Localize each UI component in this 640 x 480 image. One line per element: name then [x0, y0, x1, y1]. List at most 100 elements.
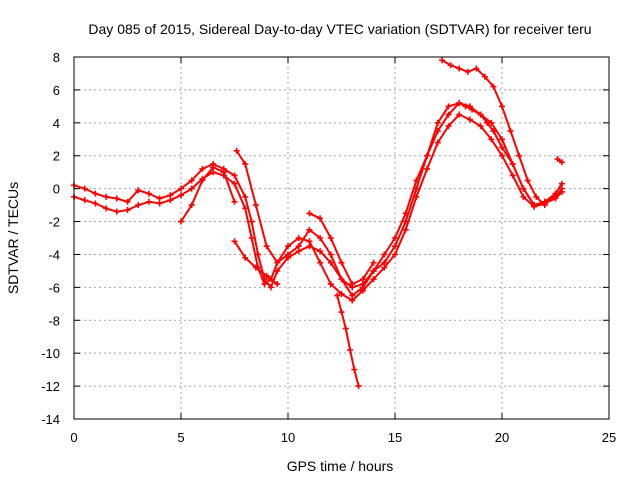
data-point	[145, 198, 152, 205]
data-point	[516, 152, 523, 159]
y-tick-label: 8	[53, 50, 60, 65]
data-point	[231, 172, 238, 179]
data-point	[424, 152, 431, 159]
data-point	[285, 243, 291, 250]
data-point	[490, 83, 497, 90]
data-point	[473, 65, 480, 72]
data-point	[552, 193, 559, 200]
data-point	[499, 103, 505, 110]
data-point	[338, 259, 345, 266]
data-point	[381, 259, 388, 266]
data-point	[167, 197, 174, 204]
series-track-e	[334, 292, 362, 390]
data-point	[274, 281, 281, 288]
data-point	[509, 172, 516, 179]
series-track-i	[554, 156, 565, 166]
data-point	[338, 309, 345, 316]
data-series	[71, 57, 565, 390]
data-point	[188, 185, 195, 192]
data-point	[456, 111, 463, 118]
x-tick-label: 10	[281, 430, 295, 445]
y-tick-label: -8	[48, 313, 60, 328]
data-point	[242, 205, 249, 212]
data-point	[541, 202, 548, 209]
data-point	[156, 200, 163, 207]
data-point	[370, 276, 377, 283]
data-point	[81, 185, 88, 192]
y-axis-label: SDTVAR / TECUs	[5, 182, 21, 294]
data-point	[252, 202, 259, 209]
data-point	[327, 251, 334, 258]
data-point	[370, 259, 377, 266]
data-point	[359, 287, 366, 294]
data-point	[295, 243, 302, 250]
y-tick-label: 4	[53, 116, 60, 131]
series-line	[73, 113, 563, 302]
data-point	[392, 251, 398, 258]
series-line	[180, 166, 236, 223]
x-tick-label: 5	[177, 430, 184, 445]
data-point	[381, 251, 388, 258]
series-line	[235, 102, 563, 289]
data-point	[317, 248, 324, 255]
data-point	[531, 202, 538, 209]
data-point	[242, 160, 249, 167]
data-point	[445, 123, 452, 130]
data-point	[392, 243, 398, 250]
data-point	[263, 272, 270, 279]
data-point	[295, 235, 302, 241]
data-point	[462, 103, 469, 110]
data-point	[306, 238, 313, 245]
data-point	[306, 210, 313, 217]
data-point	[231, 180, 238, 187]
data-point	[274, 267, 281, 274]
data-point	[135, 187, 142, 194]
y-tick-label: -12	[41, 379, 60, 394]
data-point	[445, 111, 452, 118]
data-point	[285, 251, 291, 258]
data-point	[188, 177, 195, 184]
data-point	[434, 119, 441, 126]
data-point	[445, 103, 452, 110]
data-point	[392, 235, 398, 241]
data-point	[351, 366, 358, 373]
data-point	[533, 193, 540, 200]
data-point	[456, 100, 463, 107]
series-track-b	[71, 111, 565, 304]
data-point	[349, 297, 356, 304]
data-point	[248, 235, 255, 241]
data-point	[484, 119, 491, 126]
data-point	[520, 185, 527, 192]
data-point	[507, 128, 514, 135]
data-point	[499, 144, 505, 151]
data-point	[252, 264, 259, 271]
data-point	[317, 215, 324, 222]
data-point	[481, 73, 488, 80]
y-tick-label: 6	[53, 83, 60, 98]
data-point	[413, 185, 420, 192]
x-tick-label: 25	[602, 430, 616, 445]
data-point	[424, 165, 431, 172]
data-point	[113, 208, 120, 215]
data-point	[488, 136, 495, 143]
data-point	[306, 226, 313, 233]
data-point	[499, 152, 505, 159]
data-point	[359, 276, 366, 283]
data-point	[558, 185, 565, 192]
data-point	[342, 325, 349, 332]
data-point	[447, 62, 454, 69]
data-point	[317, 259, 324, 266]
plot-frame	[73, 56, 610, 420]
y-tick-label: -14	[41, 412, 60, 427]
series-line	[336, 294, 360, 388]
axis-ticks	[73, 56, 610, 420]
data-point	[370, 267, 377, 274]
chart-title: Day 085 of 2015, Sidereal Day-to-day VTE…	[88, 21, 591, 37]
data-point	[135, 202, 142, 209]
data-point	[231, 198, 238, 205]
data-point	[81, 197, 88, 204]
data-point	[327, 259, 334, 266]
data-point	[499, 136, 505, 143]
data-point	[327, 281, 334, 288]
